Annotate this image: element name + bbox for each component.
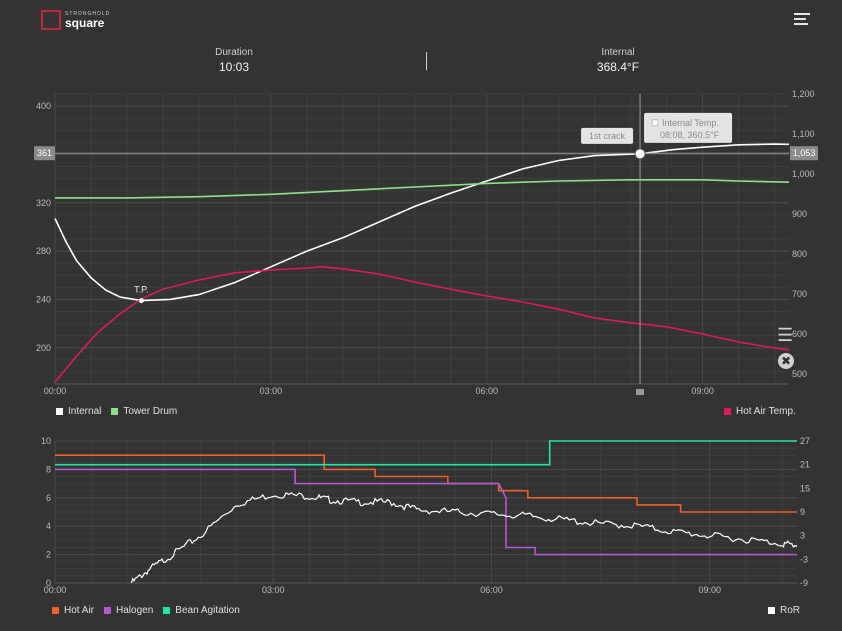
turning-point-marker	[138, 298, 144, 304]
y-right-tick-label: 500	[792, 369, 807, 379]
legend-halogen[interactable]: Halogen	[104, 605, 153, 616]
series-line-hot-air-temp-	[54, 265, 790, 383]
series-line-bean-agitation	[55, 440, 797, 466]
cursor-left-readout-bg	[34, 146, 55, 161]
x-tick-label: 00:00	[44, 585, 67, 595]
fan-icon[interactable]: ✖	[778, 353, 794, 369]
tooltip-point	[634, 148, 646, 160]
duration-value: 10:03	[218, 60, 250, 74]
event-label-1st-crack: 1st crack	[589, 131, 626, 141]
legend-hot-air-label: Hot Air	[64, 605, 95, 616]
legend-bean-agitation[interactable]: Bean Agitation	[163, 605, 240, 616]
x-tick-label: 00:00	[44, 386, 67, 396]
tooltip-box	[644, 112, 733, 143]
legend-halogen-label: Halogen	[116, 605, 154, 616]
x-tick-label: 03:00	[262, 585, 285, 595]
turning-point-label: T.P.	[134, 285, 148, 295]
legend-hot-air-temp-label: Hot Air Temp.	[736, 406, 796, 417]
legend-internal[interactable]: Internal	[56, 406, 101, 417]
x-tick-label: 06:00	[475, 386, 498, 396]
legend-hot-air[interactable]: Hot Air	[52, 605, 94, 616]
y-right-tick-label: -9	[800, 578, 808, 588]
y-left-tick-label: 4	[46, 521, 51, 531]
duration-stat: Duration 10:03	[134, 47, 334, 74]
y-right-tick-label: -3	[800, 554, 808, 564]
internal-value: 368.4°F	[596, 60, 640, 74]
y-left-tick-label: 320	[36, 198, 51, 208]
menu-icon[interactable]	[794, 13, 810, 27]
legend-tower-drum[interactable]: Tower Drum	[111, 406, 177, 417]
legend-ror[interactable]: RoR	[768, 605, 800, 616]
y-left-tick-label: 400	[36, 101, 51, 111]
y-right-tick-label: 1,200	[792, 89, 815, 99]
logo-big-text: square	[65, 15, 105, 30]
y-right-tick-label: 1,000	[792, 169, 815, 179]
legend-hot-air-temp[interactable]: Hot Air Temp.	[724, 406, 796, 417]
bottom-legend-left: Hot Air Halogen Bean Agitation	[52, 605, 250, 616]
y-right-tick-label: 21	[800, 460, 810, 470]
series-line-hot-air	[55, 454, 797, 513]
y-right-tick-label: 900	[792, 209, 807, 219]
cursor-right-readout-bg	[790, 146, 818, 161]
app-logo: STRONGHOLD square	[41, 10, 110, 30]
y-left-tick-label: 0	[46, 578, 51, 588]
top-legend-right: Hot Air Temp.	[724, 406, 806, 417]
tooltip-value: 08:08, 360.5°F	[660, 130, 720, 140]
internal-label: Internal	[601, 47, 635, 58]
series-line-tower-drum	[55, 179, 790, 199]
y-left-tick-label: 6	[46, 493, 51, 503]
tooltip-title: Internal Temp.	[662, 118, 719, 128]
y-right-tick-label: 3	[800, 531, 805, 541]
cursor-left-readout: 361	[37, 148, 52, 158]
event-label-bg	[581, 127, 634, 144]
y-left-tick-label: 200	[36, 343, 51, 353]
cursor-right-readout: 1,053	[793, 148, 816, 158]
logo-small-text: STRONGHOLD	[65, 10, 111, 17]
logo-mark	[41, 10, 61, 30]
y-right-tick-label: 600	[792, 329, 807, 339]
x-tick-label: 09:00	[691, 386, 714, 396]
legend-ror-label: RoR	[780, 605, 801, 616]
x-tick-label: 03:00	[260, 386, 283, 396]
y-right-tick-label: 9	[800, 507, 805, 517]
legend-tower-drum-label: Tower Drum	[123, 406, 178, 417]
y-left-tick-label: 280	[36, 246, 51, 256]
stat-divider	[426, 52, 427, 70]
y-right-tick-label: 1,100	[792, 129, 815, 139]
y-left-tick-label: 8	[46, 464, 51, 474]
top-legend-left: Internal Tower Drum	[56, 406, 187, 417]
duration-label: Duration	[215, 47, 253, 58]
y-left-tick-label: 240	[36, 294, 51, 304]
legend-internal-label: Internal	[68, 406, 102, 417]
y-left-tick-label: 2	[46, 550, 51, 560]
y-right-tick-label: 700	[792, 289, 807, 299]
series-line-ror	[130, 491, 798, 584]
y-right-tick-label: 15	[800, 483, 810, 493]
x-tick-label: 06:00	[480, 585, 503, 595]
legend-bean-agitation-label: Bean Agitation	[175, 605, 240, 616]
y-left-tick-label: 10	[41, 436, 51, 446]
y-right-tick-label: 800	[792, 249, 807, 259]
y-right-tick-label: 27	[800, 436, 810, 446]
bottom-legend-right: RoR	[768, 605, 810, 616]
tooltip-swatch	[651, 119, 659, 127]
internal-stat: Internal 368.4°F	[518, 47, 718, 74]
layers-icon[interactable]: ☰	[777, 325, 794, 345]
series-line-internal	[54, 143, 790, 302]
x-tick-label: 09:00	[698, 585, 721, 595]
series-line-halogen	[55, 468, 797, 556]
cursor-handle	[636, 389, 645, 395]
